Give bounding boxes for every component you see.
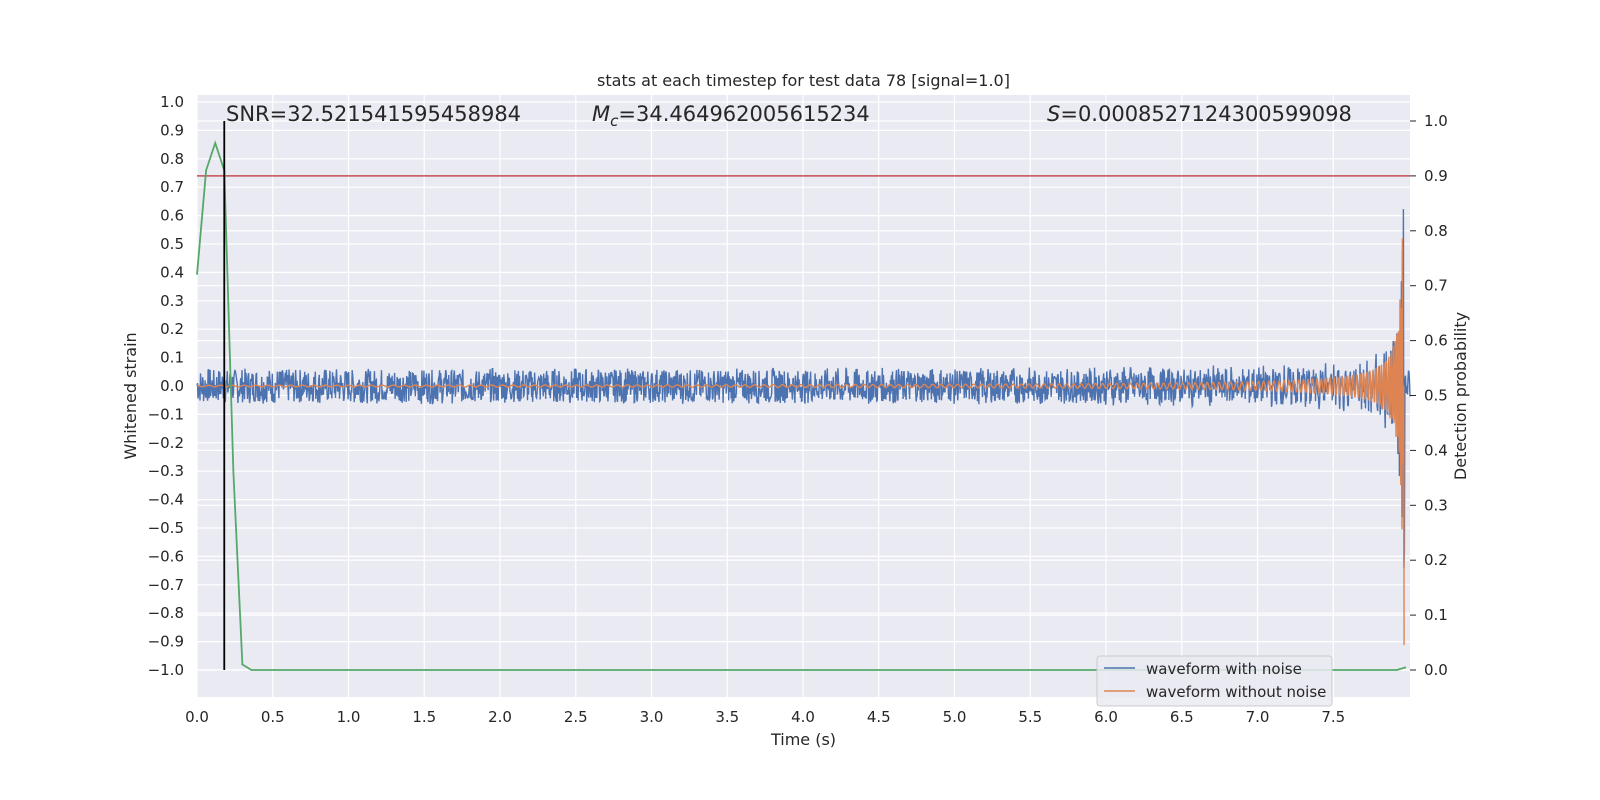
legend-box [1096,655,1333,707]
y2-tick-label: 0.7 [1424,277,1448,295]
x-axis-title: Time (s) [770,730,836,749]
x-tick-label: 7.0 [1246,708,1270,726]
y-tick-label: 0.3 [160,292,184,310]
x-axis-ticks: 0.0 0.5 1.0 1.5 2.0 2.5 3.0 3.5 4.0 4.5 5.0 5.5 6.0 6… [185,708,1345,726]
x-tick-label: 7.5 [1321,708,1345,726]
y-tick-label: −0.4 [148,491,184,509]
y-axis-ticks: 1.0 0.9 0.8 0.7 0.6 0.5 0.4 0.3 0.2 0.1 0.0 −0.1 −0.… [148,93,184,679]
y-tick-label: −0.8 [148,604,184,622]
legend-label-noise: waveform with noise [1146,660,1302,678]
y-tick-label: −0.5 [148,519,184,537]
y2-tick-label: 0.0 [1424,661,1448,679]
x-tick-label: 0.0 [185,708,209,726]
x-tick-label: 1.0 [337,708,361,726]
y-tick-label: 0.2 [160,320,184,338]
y-tick-label: 0.6 [160,207,184,225]
y-tick-label: −0.9 [148,633,184,651]
x-tick-label: 5.5 [1018,708,1042,726]
legend: waveform with noise waveform without noi… [1096,655,1333,707]
y-tick-label: 0.8 [160,150,184,168]
plot-data [196,121,1411,671]
y-tick-label: −0.7 [148,576,184,594]
y2-tick-label: 0.8 [1424,222,1448,240]
snr-annotation: SNR=32.521541595458984 [226,102,521,126]
x-tick-label: 1.5 [412,708,436,726]
y2-axis-title: Detection probability [1451,312,1470,480]
x-tick-label: 2.0 [488,708,512,726]
y-tick-label: −0.2 [148,434,184,452]
s-value: =0.0008527124300599098 [1060,102,1352,126]
x-tick-label: 4.5 [867,708,891,726]
y-tick-label: 0.7 [160,178,184,196]
y2-tick-label: 1.0 [1424,112,1448,130]
y2-tick-label: 0.4 [1424,441,1448,459]
y-tick-label: 1.0 [160,93,184,111]
x-tick-label: 2.5 [564,708,588,726]
series-waveform-with-noise [196,209,1411,568]
chirp-mass-annotation: Mc=34.464962005615234 [592,102,870,130]
x-tick-label: 6.5 [1170,708,1194,726]
chirp-mass-value: =34.464962005615234 [618,102,869,126]
chirp-mass-subscript: c [610,112,619,130]
x-tick-label: 3.0 [640,708,664,726]
annotations: SNR=32.521541595458984 Mc=34.46496200561… [226,102,1352,130]
x-tick-label: 3.5 [715,708,739,726]
y2-tick-label: 0.1 [1424,606,1448,624]
y-axis-title: Whitened strain [121,332,140,459]
s-annotation: S=0.0008527124300599098 [1047,102,1352,126]
y2-tick-label: 0.3 [1424,496,1448,514]
y-tick-label: 0.1 [160,349,184,367]
y2-axis-ticks: 1.0 0.9 0.8 0.7 0.6 0.5 0.4 0.3 0.2 0.1 0.0 [1410,112,1448,679]
chirp-mass-symbol: M [592,102,610,126]
y-tick-label: 0.9 [160,121,184,139]
x-tick-label: 6.0 [1094,708,1118,726]
x-tick-label: 0.5 [261,708,285,726]
legend-label-clean: waveform without noise [1146,683,1326,701]
y-tick-label: 0.0 [160,377,184,395]
y2-tick-label: 0.5 [1424,387,1448,405]
x-tick-label: 5.0 [943,708,967,726]
y2-tick-label: 0.9 [1424,167,1448,185]
y-tick-label: −1.0 [148,661,184,679]
y-tick-label: 0.5 [160,235,184,253]
chart-title: stats at each timestep for test data 78 … [597,71,1010,90]
y-tick-label: −0.6 [148,547,184,565]
x-tick-label: 4.0 [791,708,815,726]
y-tick-label: 0.4 [160,263,184,281]
series-waveform-without-noise [197,238,1405,646]
y2-tick-label: 0.2 [1424,551,1448,569]
y-tick-label: −0.3 [148,462,184,480]
s-symbol: S [1047,102,1060,126]
y2-tick-label: 0.6 [1424,332,1448,350]
y-tick-label: −0.1 [148,405,184,423]
series-detection-probability [196,140,1407,671]
